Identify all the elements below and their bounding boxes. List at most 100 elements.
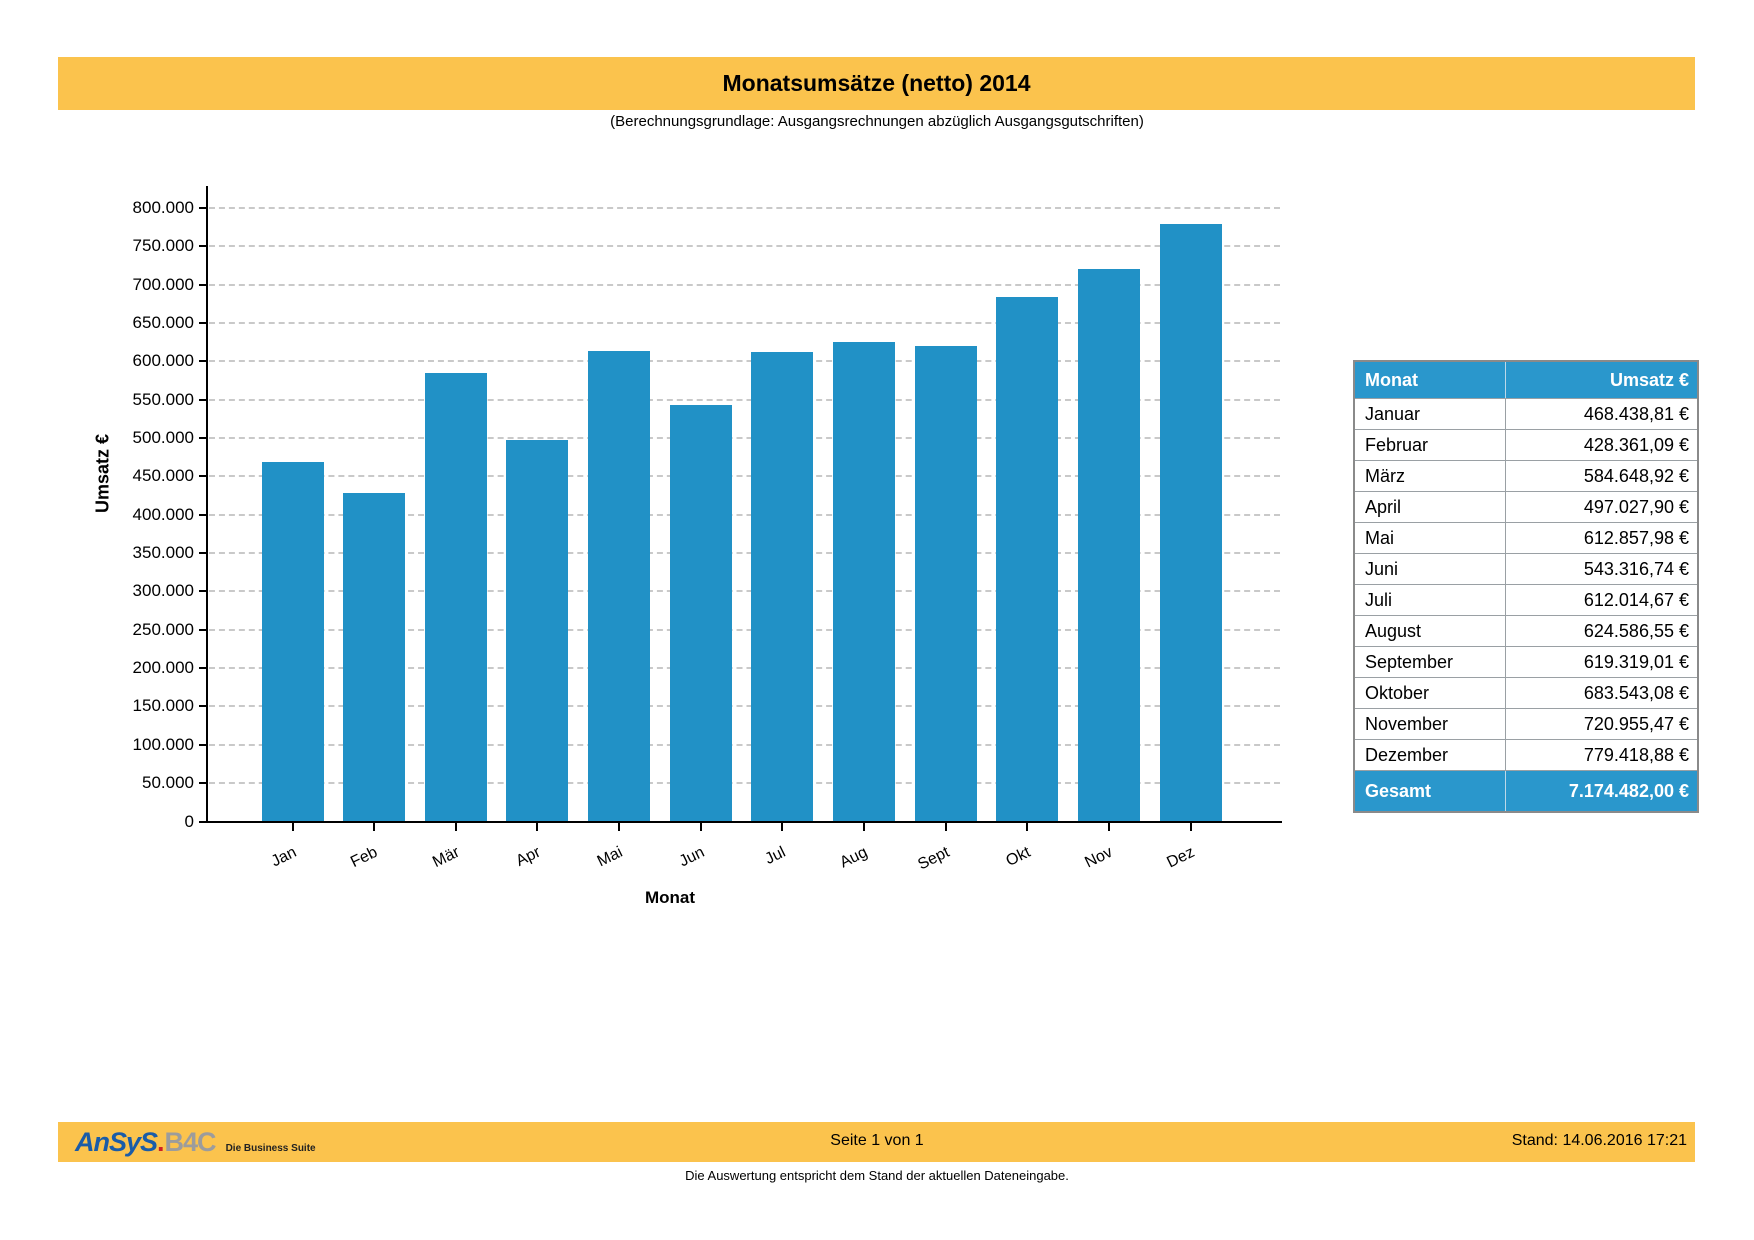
x-axis-tick [862,823,865,831]
revenue-cell: 584.648,92 € [1505,461,1697,491]
table-header-month: Monat [1365,369,1418,390]
gridline-150.000 [209,705,1280,708]
bar-okt [996,297,1059,822]
x-axis-tick-label: Jun [676,843,707,871]
gridline-200.000 [209,667,1280,670]
gridline-100.000 [209,743,1280,746]
gridline-50.000 [209,782,1280,785]
table-total-row: Gesamt 7.174.482,00 € [1355,770,1697,811]
bar-mär [424,373,487,822]
x-axis-title: Monat [644,888,696,907]
y-axis-tick-label: 350.000 [132,543,194,563]
table-row: Oktober 683.543,08 € [1355,677,1697,708]
bar-mai [588,351,651,822]
revenue-cell: 624.586,55 € [1505,616,1697,646]
logo-b4c-text: B4C [164,1127,217,1157]
bar-feb [343,492,406,822]
month-cell: März [1365,465,1405,486]
x-axis-tick-label: Feb [348,843,381,872]
y-axis-tick [199,743,208,746]
x-axis-tick-label: Aug [837,843,871,872]
table-body: Januar 468.438,81 € Februar 428.361,09 € Mär… [1355,398,1697,770]
revenue-cell: 779.418,88 € [1505,740,1697,770]
x-axis-tick [1026,823,1029,831]
x-axis-tick-label: Dez [1163,843,1197,872]
revenue-cell: 468.438,81 € [1505,399,1697,429]
revenue-cell: 543.316,74 € [1505,554,1697,584]
x-axis-tick-label: Jul [762,843,789,868]
y-axis-tick-label: 0 [184,811,194,831]
gridline-800.000 [209,206,1280,209]
footer-bar [58,1122,1695,1162]
y-axis-tick-label: 200.000 [132,658,194,678]
table-row: Februar 428.361,09 € [1355,429,1697,460]
y-axis-tick [199,475,208,478]
x-axis-tick [454,823,457,831]
bar-dez [1159,223,1222,822]
y-axis-tick-label: 250.000 [132,619,194,639]
month-cell: Juni [1365,558,1399,579]
revenue-cell: 683.543,08 € [1505,678,1697,708]
page-number-label: Seite 1 von 1 [830,1132,924,1149]
y-axis-tick-label: 800.000 [132,197,194,217]
y-axis-line [206,186,208,823]
y-axis-tick [199,321,208,324]
month-cell: Juli [1365,589,1393,610]
x-axis-tick-label: Sept [914,843,952,874]
y-axis-tick [199,590,208,593]
month-cell: Dezember [1365,744,1449,765]
y-axis-tick [199,513,208,516]
bar-jun [669,404,732,822]
logo-tagline: Die Business Suite [225,1143,316,1154]
x-axis-tick [781,823,784,831]
table-row: August 624.586,55 € [1355,615,1697,646]
x-axis-tick-label: Mai [594,843,626,871]
table-row: September 619.319,01 € [1355,646,1697,677]
revenue-cell: 612.014,67 € [1505,585,1697,615]
title-bar: Monatsumsätze (netto) 2014 [58,57,1695,110]
month-cell: Oktober [1365,682,1430,703]
y-axis-tick-label: 750.000 [132,236,194,256]
x-axis-line [206,821,1282,823]
bar-aug [832,342,895,822]
revenue-cell: 428.361,09 € [1505,430,1697,460]
month-cell: Februar [1365,434,1429,455]
y-axis-tick [199,283,208,286]
y-axis-tick [199,705,208,708]
x-axis-tick-label: Apr [513,843,544,870]
gridline-600.000 [209,360,1280,363]
month-cell: Mai [1365,527,1395,548]
y-axis-tick-label: 400.000 [132,504,194,524]
gridline-250.000 [209,628,1280,631]
y-axis-tick-label: 600.000 [132,351,194,371]
table-header-revenue: Umsatz € [1505,362,1697,398]
y-axis-tick-label: 650.000 [132,312,194,332]
month-cell: September [1365,651,1454,672]
y-axis-tick [199,245,208,248]
y-axis-tick [199,398,208,401]
table-row: Mai 612.857,98 € [1355,522,1697,553]
revenue-cell: 720.955,47 € [1505,709,1697,739]
gridline-450.000 [209,475,1280,478]
gridline-300.000 [209,590,1280,593]
y-axis-tick-label: 50.000 [142,773,194,793]
y-axis-tick [199,782,208,785]
month-cell: November [1365,713,1449,734]
month-cell: August [1365,620,1422,641]
x-axis-tick [1189,823,1192,831]
gridline-400.000 [209,513,1280,516]
gridline-650.000 [209,321,1280,324]
revenue-cell: 497.027,90 € [1505,492,1697,522]
gridline-350.000 [209,552,1280,555]
x-axis-tick [618,823,621,831]
table-row: März 584.648,92 € [1355,460,1697,491]
bar-jul [751,352,814,822]
month-cell: April [1365,496,1402,517]
x-axis-tick [291,823,294,831]
gridline-700.000 [209,283,1280,286]
table-row: Juli 612.014,67 € [1355,584,1697,615]
y-axis-tick-label: 550.000 [132,389,194,409]
y-axis-tick [199,667,208,670]
x-axis-tick-label: Okt [1003,843,1034,870]
y-axis-tick-label: 700.000 [132,274,194,294]
